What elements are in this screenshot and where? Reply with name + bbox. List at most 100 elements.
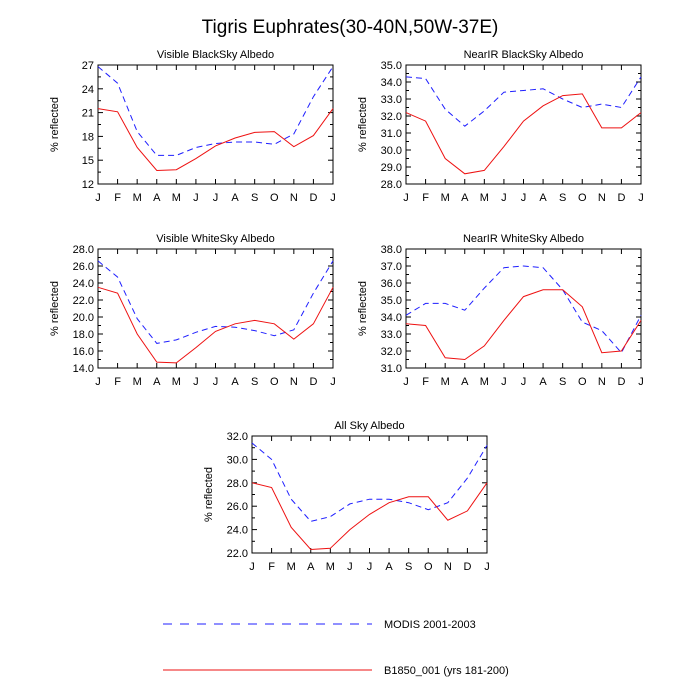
x-tick-label: O	[424, 561, 433, 573]
legend-label-modis: MODIS 2001-2003	[384, 619, 476, 631]
x-tick-label: D	[309, 192, 317, 204]
legend-label-model: B1850_001 (yrs 181-200)	[384, 665, 509, 677]
y-tick-label: 18.0	[73, 329, 94, 341]
y-tick-label: 33.0	[381, 329, 402, 341]
y-tick-label: 28.0	[381, 179, 402, 191]
x-tick-label: M	[480, 192, 489, 204]
x-tick-label: J	[193, 192, 199, 204]
series-line-model	[97, 108, 334, 172]
x-tick-label: J	[403, 376, 409, 388]
y-tick-label: 32.0	[227, 431, 248, 443]
x-tick-label: M	[480, 376, 489, 388]
x-tick-label: M	[441, 376, 450, 388]
series-line-model	[405, 289, 642, 361]
y-tick-label: 26.0	[73, 261, 94, 273]
y-tick-label: 24.0	[73, 278, 94, 290]
y-tick-label: 31.0	[381, 128, 402, 140]
y-tick-label: 22.0	[73, 295, 94, 307]
x-tick-label: M	[133, 192, 142, 204]
y-tick-label: 35.0	[381, 60, 402, 72]
x-tick-label: M	[441, 192, 450, 204]
y-axis-label: % reflected	[357, 281, 369, 336]
x-tick-label: J	[249, 561, 255, 573]
series-line-modis	[405, 76, 642, 127]
x-tick-label: J	[501, 192, 507, 204]
x-tick-label: N	[444, 561, 452, 573]
x-tick-label: S	[405, 561, 412, 573]
x-tick-label: J	[193, 376, 199, 388]
y-tick-label: 30.0	[381, 145, 402, 157]
x-tick-label: M	[172, 376, 181, 388]
y-tick-label: 36.0	[381, 278, 402, 290]
x-tick-label: M	[172, 192, 181, 204]
y-tick-label: 14.0	[73, 363, 94, 375]
x-tick-label: F	[268, 561, 275, 573]
series-line-modis	[97, 260, 334, 344]
panel-title: NearIR BlackSky Albedo	[464, 49, 584, 61]
x-tick-label: A	[461, 376, 469, 388]
x-tick-label: J	[330, 376, 336, 388]
x-tick-label: O	[578, 376, 587, 388]
x-tick-label: F	[114, 376, 121, 388]
y-tick-label: 32.0	[381, 111, 402, 123]
x-tick-label: J	[330, 192, 336, 204]
plot-frame	[251, 435, 488, 554]
x-tick-label: J	[484, 561, 490, 573]
x-tick-label: M	[287, 561, 296, 573]
x-tick-label: A	[539, 192, 547, 204]
y-axis-label: % reflected	[49, 97, 61, 152]
x-tick-label: F	[114, 192, 121, 204]
y-tick-label: 31.0	[381, 363, 402, 375]
x-tick-label: N	[290, 376, 298, 388]
panel-visible-whitesky: Visible WhiteSky Albedo 14.0 16.0 18.0 20.0 2…	[49, 233, 336, 388]
x-tick-label: O	[578, 192, 587, 204]
y-tick-label: 26.0	[227, 501, 248, 513]
plot-frame	[405, 64, 642, 185]
series-line-modis	[405, 265, 642, 354]
x-tick-label: A	[307, 561, 315, 573]
y-tick-label: 24	[82, 84, 94, 96]
x-tick-label: A	[153, 376, 161, 388]
panel-nearir-whitesky: NearIR WhiteSky Albedo 31.0 32.0 33.0 34.0 35…	[357, 233, 644, 388]
series-line-model	[405, 93, 642, 175]
x-tick-label: N	[290, 192, 298, 204]
panel-all-sky: All Sky Albedo 22.0 24.0 26.0 28.0 30.0 32.0 J F…	[203, 420, 490, 573]
x-tick-label: J	[521, 376, 527, 388]
x-tick-label: J	[95, 192, 101, 204]
x-tick-label: J	[213, 376, 219, 388]
plot-frame	[97, 248, 334, 369]
series-line-modis	[251, 442, 488, 522]
x-tick-label: N	[598, 376, 606, 388]
x-tick-label: S	[251, 192, 258, 204]
x-tick-label: A	[385, 561, 393, 573]
x-tick-label: A	[153, 192, 161, 204]
x-tick-label: D	[309, 376, 317, 388]
x-tick-label: F	[422, 376, 429, 388]
y-tick-label: 37.0	[381, 261, 402, 273]
y-axis-label: % reflected	[357, 97, 369, 152]
x-tick-label: D	[463, 561, 471, 573]
series-line-modis	[97, 66, 334, 156]
y-tick-label: 16.0	[73, 346, 94, 358]
x-tick-label: O	[270, 192, 279, 204]
series-line-model	[251, 482, 488, 551]
x-tick-label: F	[422, 192, 429, 204]
y-tick-label: 21	[82, 108, 94, 120]
x-tick-label: J	[367, 561, 373, 573]
y-tick-label: 15	[82, 155, 94, 167]
x-tick-label: M	[326, 561, 335, 573]
y-tick-label: 32.0	[381, 346, 402, 358]
y-tick-label: 18	[82, 131, 94, 143]
y-tick-label: 20.0	[73, 312, 94, 324]
y-tick-label: 38.0	[381, 244, 402, 256]
x-tick-label: J	[403, 192, 409, 204]
panel-title: NearIR WhiteSky Albedo	[463, 233, 584, 245]
plot-frame	[97, 64, 334, 185]
x-tick-label: N	[598, 192, 606, 204]
panel-nearir-blacksky: NearIR BlackSky Albedo 28.0 29.0 30.0 31.0 32…	[357, 49, 644, 204]
y-tick-label: 34.0	[381, 77, 402, 89]
page-title: Tigris Euphrates(30-40N,50W-37E)	[202, 17, 499, 38]
y-tick-label: 28.0	[227, 478, 248, 490]
